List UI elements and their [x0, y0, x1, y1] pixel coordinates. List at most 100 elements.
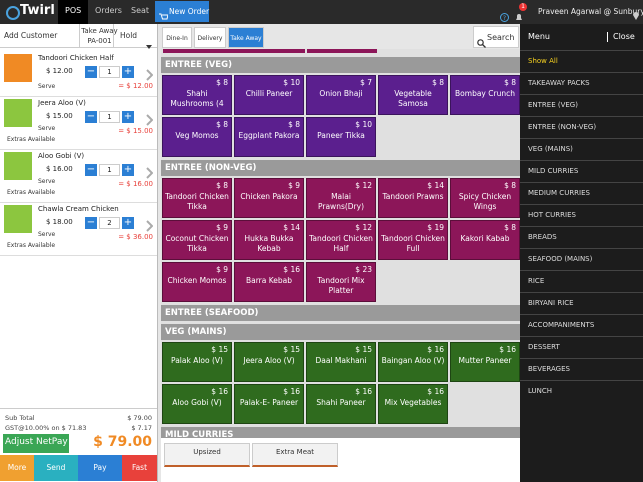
section-header: MILD CURRIES [161, 427, 520, 438]
product-tile[interactable]: $ 8 Spicy Chicken Wings [450, 178, 520, 218]
minus-button[interactable]: − [85, 164, 97, 176]
plus-button[interactable]: + [122, 217, 134, 229]
menu-item[interactable]: SEAFOOD (MAINS) [520, 248, 643, 270]
item-qty: 2 [107, 219, 112, 227]
item-qty: 1 [107, 68, 112, 76]
menu-close[interactable]: Close [613, 32, 635, 41]
order-type-tab[interactable]: Delivery [194, 27, 226, 48]
tile-name: Vegetable Samosa [394, 89, 432, 108]
tile-name: Coconut Chicken Tikka [165, 234, 229, 253]
search-icon [477, 33, 486, 48]
category-menu: Menu Close Show All TAKEAWAY PACKS ENTREE (V… [520, 24, 643, 482]
action-button[interactable]: Send [34, 455, 78, 481]
product-tile[interactable]: $ 8 Kakori Kabab [450, 220, 520, 260]
product-tile[interactable]: $ 8 Veg Momos [162, 117, 232, 157]
item-status: Serve [38, 231, 56, 238]
product-tile[interactable]: $ 16 Baingan Aloo (V) [378, 342, 448, 382]
extras-label: Extras Available [7, 242, 56, 249]
product-tile[interactable]: $ 14 Tandoori Prawns [378, 178, 448, 218]
menu-item[interactable]: VEG (MAINS) [520, 138, 643, 160]
action-button[interactable]: Fast [122, 455, 157, 481]
new-order-button[interactable]: New Order [155, 1, 209, 22]
location-icon-glyph [633, 12, 639, 20]
tile-price: $ 9 [288, 181, 300, 190]
menu-item[interactable]: HOT CURRIES [520, 204, 643, 226]
nav-tab[interactable]: Orders [95, 6, 122, 15]
menu-item[interactable]: RICE [520, 270, 643, 292]
menu-item[interactable]: TAKEAWAY PACKS [520, 72, 643, 94]
menu-item[interactable]: BREADS [520, 226, 643, 248]
product-tile[interactable]: $ 16 Aloo Gobi (V) [162, 384, 232, 424]
product-tile[interactable]: $ 16 Shahi Paneer [306, 384, 376, 424]
add-customer-button[interactable]: Add Customer [4, 31, 58, 40]
search-box[interactable]: Search [473, 26, 519, 48]
modifier-button[interactable]: Upsized [164, 443, 250, 467]
product-tile[interactable]: $ 10 Paneer Tikka [306, 117, 376, 157]
order-type-tab[interactable]: Dine-In [162, 27, 192, 48]
product-tile[interactable]: $ 19 Tandoori Chicken Full [378, 220, 448, 260]
product-tile[interactable]: $ 16 Barra Kebab [234, 262, 304, 302]
section-header: ENTREE (VEG) [161, 57, 520, 73]
action-button[interactable]: More [0, 455, 34, 481]
tile-price: $ 9 [216, 223, 228, 232]
menu-item[interactable]: Show All [520, 50, 643, 72]
order-type-tab[interactable]: Take Away [228, 27, 264, 48]
tile-name: Shahi Paneer [316, 398, 366, 407]
item-name: Aloo Gobi (V) [38, 152, 85, 160]
adjust-netpay-button[interactable]: Adjust NetPay [3, 434, 69, 453]
product-tile[interactable]: $ 16 Mutter Paneer [450, 342, 520, 382]
product-tile[interactable]: $ 16 Palak-E- Paneer [234, 384, 304, 424]
tile-price: $ 16 [499, 345, 516, 354]
product-tile[interactable]: $ 8 Eggplant Pakora [234, 117, 304, 157]
product-tile[interactable]: $ 10 Chilli Paneer [234, 75, 304, 115]
menu-item[interactable]: MEDIUM CURRIES [520, 182, 643, 204]
menu-item[interactable]: MILD CURRIES [520, 160, 643, 182]
minus-button[interactable]: − [85, 66, 97, 78]
menu-item[interactable]: DESSERT [520, 336, 643, 358]
product-tile[interactable]: $ 8 Vegetable Samosa [378, 75, 448, 115]
partial-row [307, 49, 377, 53]
divider [79, 24, 80, 48]
menu-item[interactable]: BEVERAGES [520, 358, 643, 380]
menu-item[interactable]: ENTREE (VEG) [520, 94, 643, 116]
product-tile[interactable]: $ 9 Chicken Pakora [234, 178, 304, 218]
order-total: $ 79.00 [93, 434, 152, 450]
plus-button[interactable]: + [122, 111, 134, 123]
product-tile[interactable]: $ 12 Tandoori Chicken Half [306, 220, 376, 260]
product-tile[interactable]: $ 7 Onion Bhaji [306, 75, 376, 115]
nav-tab[interactable]: Seat [131, 6, 150, 15]
product-tile[interactable]: $ 15 Daal Makhani [306, 342, 376, 382]
product-tile[interactable]: $ 9 Chicken Momos [162, 262, 232, 302]
tile-price: $ 16 [427, 387, 444, 396]
minus-button[interactable]: − [85, 217, 97, 229]
product-tile[interactable]: $ 8 Shahi Mushrooms (4 [162, 75, 232, 115]
plus-button[interactable]: + [122, 164, 134, 176]
product-tile[interactable]: $ 8 Tandoori Chicken Tikka [162, 178, 232, 218]
tile-name: Bombay Crunch [455, 89, 515, 98]
product-tile[interactable]: $ 8 Bombay Crunch [450, 75, 520, 115]
product-tile[interactable]: $ 16 Mix Vegetables [378, 384, 448, 424]
minus-button[interactable]: − [85, 111, 97, 123]
product-grid: ENTREE (VEG) $ 8 Shahi Mushrooms (4 $ 10 Chi… [161, 49, 520, 438]
product-tile[interactable]: $ 15 Jeera Aloo (V) [234, 342, 304, 382]
product-tile[interactable]: $ 12 Malai Prawns(Dry) [306, 178, 376, 218]
plus-button[interactable]: + [122, 66, 134, 78]
product-tile[interactable]: $ 23 Tandoori Mix Platter [306, 262, 376, 302]
product-tile[interactable]: $ 15 Palak Aloo (V) [162, 342, 232, 382]
help-icon: ? [500, 7, 509, 22]
menu-item[interactable]: LUNCH [520, 380, 643, 402]
item-total: = $ 36.00 [118, 233, 153, 241]
hold-button[interactable]: Hold [120, 31, 138, 40]
product-tile[interactable]: $ 14 Hukka Bukka Kebab [234, 220, 304, 260]
item-swatch [4, 54, 32, 82]
nav-tab[interactable]: POS [58, 0, 89, 24]
menu-item[interactable]: ENTREE (NON-VEG) [520, 116, 643, 138]
logo-icon [6, 5, 20, 20]
order-id: PA-001 [87, 37, 112, 45]
menu-item[interactable]: BIRYANI RICE [520, 292, 643, 314]
order-type: Take Away [81, 27, 118, 35]
modifier-button[interactable]: Extra Meat [252, 443, 338, 467]
menu-item[interactable]: ACCOMPANIMENTS [520, 314, 643, 336]
product-tile[interactable]: $ 9 Coconut Chicken Tikka [162, 220, 232, 260]
action-button[interactable]: Pay [78, 455, 122, 481]
